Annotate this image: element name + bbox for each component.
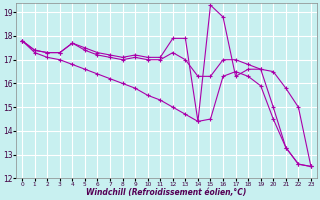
X-axis label: Windchill (Refroidissement éolien,°C): Windchill (Refroidissement éolien,°C) [86,188,247,197]
